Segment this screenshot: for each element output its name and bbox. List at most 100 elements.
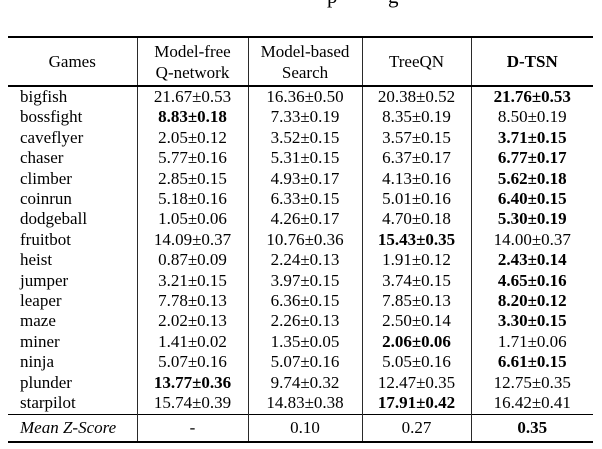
table-row: chaser 5.77±0.16 5.31±0.15 6.37±0.17 6.7…: [8, 148, 593, 169]
value-cell: 6.61±0.15: [470, 352, 593, 373]
value-cell: 14.00±0.37: [470, 229, 593, 251]
table-row: heist 0.87±0.09 2.24±0.13 1.91±0.12 2.43…: [8, 250, 593, 271]
value-cell: 16.36±0.50: [247, 86, 362, 108]
footer-label: Mean Z-Score: [8, 413, 137, 442]
value-cell: 8.50±0.19: [470, 107, 593, 128]
value-cell: 1.91±0.12: [361, 250, 471, 271]
game-name-cell: plunder: [20, 372, 72, 392]
game-name-cell: chaser: [20, 148, 64, 168]
game-name-cell: bigfish: [20, 87, 68, 106]
value-cell: 2.43±0.14: [470, 250, 593, 271]
results-table: Games Model-free Q-network Model-based S…: [8, 36, 593, 443]
value-cell: 2.06±0.06: [361, 331, 471, 353]
value-cell: 2.85±0.15: [136, 168, 248, 190]
footer-value-model-based: 0.10: [247, 413, 362, 442]
value-cell: 5.77±0.16: [136, 148, 248, 169]
value-cell: 6.36±0.15: [247, 291, 362, 312]
value-cell: 3.21±0.15: [136, 270, 248, 292]
table-footer: Mean Z-Score - 0.10 0.27 0.35: [8, 413, 593, 442]
value-cell: 1.35±0.05: [247, 331, 362, 353]
game-name-cell: ninja: [20, 352, 54, 372]
value-cell: 9.74±0.32: [247, 372, 362, 394]
value-cell: 6.77±0.17: [470, 148, 593, 169]
game-name-cell: bossfight: [20, 107, 83, 127]
value-cell: 12.75±0.35: [470, 372, 593, 394]
value-cell: 16.42±0.41: [470, 393, 593, 414]
game-name-cell: climber: [20, 168, 72, 188]
column-header-dtsn: D-TSN: [470, 37, 593, 87]
value-cell: 3.57±0.15: [361, 127, 471, 149]
value-cell: 15.43±0.35: [361, 229, 471, 251]
table-row: bossfight 8.83±0.18 7.33±0.19 8.35±0.19 …: [8, 107, 593, 128]
value-cell: 3.74±0.15: [361, 270, 471, 292]
value-cell: 4.26±0.17: [247, 209, 362, 230]
game-name-cell: leaper: [20, 291, 62, 311]
value-cell: 4.65±0.16: [470, 270, 593, 292]
value-cell: 21.76±0.53: [470, 86, 593, 108]
value-cell: 1.41±0.02: [136, 331, 248, 353]
value-cell: 4.13±0.16: [361, 168, 471, 190]
table-row: maze 2.02±0.13 2.26±0.13 2.50±0.14 3.30±…: [8, 311, 593, 332]
table-row: jumper 3.21±0.15 3.97±0.15 3.74±0.15 4.6…: [8, 270, 593, 292]
footer-value-model-free: -: [136, 413, 248, 442]
value-cell: 3.52±0.15: [247, 127, 362, 149]
table-row: caveflyer 2.05±0.12 3.52±0.15 3.57±0.15 …: [8, 127, 593, 149]
cropped-caption-fragment: p g: [0, 0, 602, 8]
column-header-model-based: Model-based Search: [247, 37, 362, 87]
value-cell: 2.05±0.12: [136, 127, 248, 149]
value-cell: 14.09±0.37: [136, 229, 248, 251]
game-name-cell: miner: [20, 331, 60, 351]
value-cell: 5.07±0.16: [136, 352, 248, 373]
table-row: fruitbot 14.09±0.37 10.76±0.36 15.43±0.3…: [8, 229, 593, 251]
value-cell: 5.62±0.18: [470, 168, 593, 190]
caption-fragment-letter: p: [327, 0, 338, 7]
footer-value-treeqn: 0.27: [361, 413, 471, 442]
column-header-games: Games: [8, 37, 137, 87]
value-cell: 10.76±0.36: [247, 229, 362, 251]
value-cell: 14.83±0.38: [247, 393, 362, 414]
table-row: climber 2.85±0.15 4.93±0.17 4.13±0.16 5.…: [8, 168, 593, 190]
value-cell: 1.71±0.06: [470, 331, 593, 353]
value-cell: 5.31±0.15: [247, 148, 362, 169]
header-row: Games Model-free Q-network Model-based S…: [8, 37, 593, 87]
value-cell: 7.78±0.13: [136, 291, 248, 312]
table-row: miner 1.41±0.02 1.35±0.05 2.06±0.06 1.71…: [8, 331, 593, 353]
table-row: dodgeball 1.05±0.06 4.26±0.17 4.70±0.18 …: [8, 209, 593, 230]
value-cell: 2.26±0.13: [247, 311, 362, 332]
table-row: plunder 13.77±0.36 9.74±0.32 12.47±0.35 …: [8, 372, 593, 394]
column-header-treeqn: TreeQN: [361, 37, 471, 87]
value-cell: 13.77±0.36: [136, 372, 248, 394]
value-cell: 5.05±0.16: [361, 352, 471, 373]
table-row: starpilot 15.74±0.39 14.83±0.38 17.91±0.…: [8, 393, 593, 414]
footer-row: Mean Z-Score - 0.10 0.27 0.35: [8, 413, 593, 442]
value-cell: 8.83±0.18: [136, 107, 248, 128]
game-name-cell: dodgeball: [20, 209, 88, 229]
column-header-model-free: Model-free Q-network: [136, 37, 248, 87]
value-cell: 21.67±0.53: [136, 86, 248, 108]
value-cell: 7.33±0.19: [247, 107, 362, 128]
game-name-cell: heist: [20, 250, 53, 270]
table-row: coinrun 5.18±0.16 6.33±0.15 5.01±0.16 6.…: [8, 189, 593, 210]
value-cell: 20.38±0.52: [361, 86, 471, 108]
value-cell: 3.71±0.15: [470, 127, 593, 149]
footer-value-dtsn: 0.35: [470, 413, 593, 442]
game-name-cell: jumper: [20, 270, 69, 290]
value-cell: 3.97±0.15: [247, 270, 362, 292]
value-cell: 5.01±0.16: [361, 189, 471, 210]
value-cell: 6.40±0.15: [470, 189, 593, 210]
value-cell: 8.20±0.12: [470, 291, 593, 312]
table-body: bigfish 21.67±0.53 16.36±0.50 20.38±0.52…: [8, 86, 593, 414]
value-cell: 6.33±0.15: [247, 189, 362, 210]
caption-fragment-letter: g: [388, 0, 399, 7]
value-cell: 15.74±0.39: [136, 393, 248, 414]
game-name-cell: fruitbot: [20, 229, 71, 249]
value-cell: 4.93±0.17: [247, 168, 362, 190]
game-name-cell: starpilot: [20, 393, 76, 413]
value-cell: 3.30±0.15: [470, 311, 593, 332]
game-name-cell: caveflyer: [20, 127, 84, 147]
value-cell: 7.85±0.13: [361, 291, 471, 312]
value-cell: 2.02±0.13: [136, 311, 248, 332]
value-cell: 8.35±0.19: [361, 107, 471, 128]
value-cell: 2.50±0.14: [361, 311, 471, 332]
